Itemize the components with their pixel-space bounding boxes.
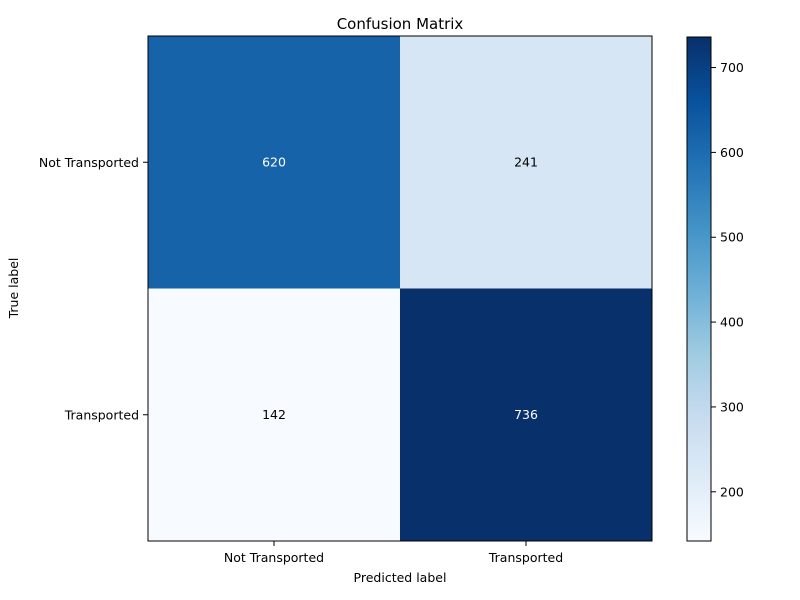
cell-value-label: 620 [262, 154, 286, 169]
cell-value-label: 736 [514, 407, 538, 422]
heatmap-cell [400, 36, 653, 289]
heatmap-cell [148, 288, 401, 542]
x-tick-label: Not Transported [224, 550, 324, 565]
colorbar-tick-label: 600 [720, 145, 744, 160]
colorbar-tick-label: 700 [720, 60, 744, 75]
colorbar-tick-label: 500 [720, 230, 744, 245]
heatmap-cells [148, 36, 653, 542]
colorbar-tick-label: 200 [720, 484, 744, 499]
cell-value-label: 142 [262, 407, 286, 422]
colorbar-tick-label: 300 [720, 399, 744, 414]
y-axis-ticks: Not Transported Transported [39, 155, 148, 422]
chart-title: Confusion Matrix [337, 15, 464, 33]
colorbar-ticks: 200 300 400 500 600 700 [711, 60, 744, 499]
x-tick-label: Transported [488, 550, 563, 565]
x-axis-label: Predicted label [354, 570, 447, 585]
y-tick-label: Transported [64, 407, 139, 422]
y-axis-label: True label [6, 258, 21, 320]
plot-frame [147, 35, 653, 542]
x-axis-ticks: Not Transported Transported [224, 541, 563, 565]
colorbar [686, 36, 712, 542]
colorbar-tick-label: 400 [720, 315, 744, 330]
heatmap-cell-labels: 620 241 142 736 [262, 154, 538, 422]
cell-value-label: 241 [514, 154, 538, 169]
heatmap-cell [400, 288, 653, 542]
heatmap-cell [148, 36, 401, 289]
y-tick-label: Not Transported [39, 155, 139, 170]
